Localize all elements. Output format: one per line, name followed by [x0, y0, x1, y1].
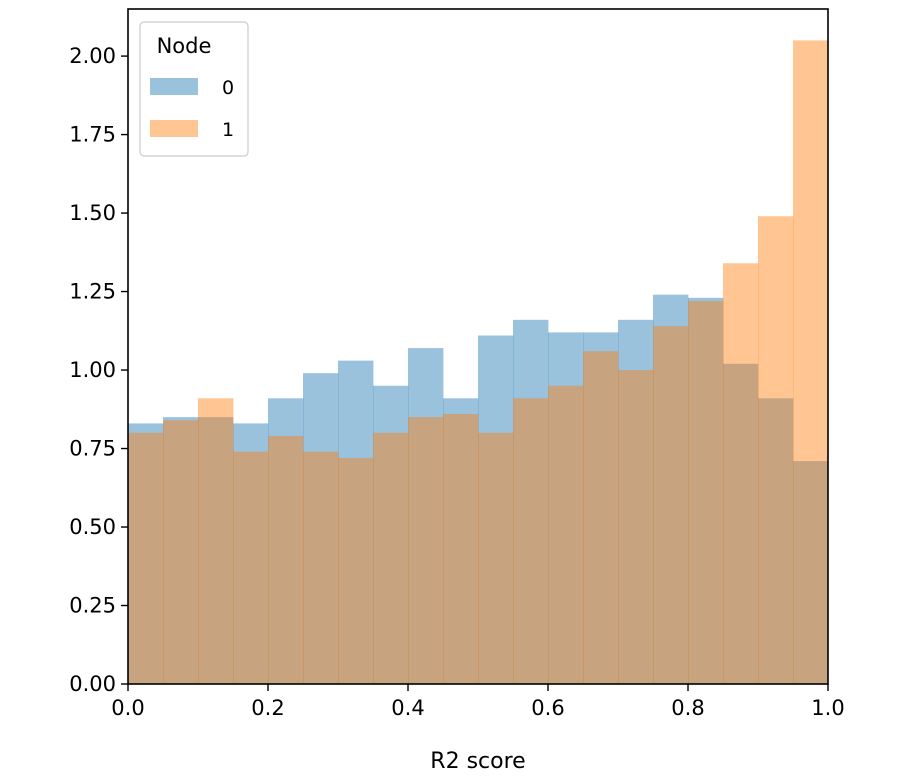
y-tick-label: 0.25	[69, 594, 116, 618]
bar-series-0-bin-0	[128, 423, 164, 684]
y-tick-label: 0.50	[69, 515, 116, 539]
bar-series-1-bin-4	[268, 435, 304, 684]
bar-series-0-bin-3	[233, 423, 269, 684]
bar-series-0-bin-10	[478, 335, 514, 684]
bar-series-0-bin-1	[163, 417, 199, 684]
legend-swatch-1	[150, 120, 198, 137]
bar-series-1-bin-19	[793, 40, 829, 685]
bar-series-0-bin-18	[758, 398, 794, 684]
bar-series-1-bin-6	[338, 457, 374, 684]
bar-series-1-bin-10	[478, 432, 514, 684]
bar-series-1-bin-8	[408, 417, 444, 684]
x-tick-label: 0.8	[671, 696, 704, 720]
x-tick-label: 0.0	[111, 696, 144, 720]
bar-series-1-bin-1	[163, 420, 199, 684]
bar-series-0-bin-6	[338, 360, 374, 684]
y-tick-label: 1.00	[69, 358, 116, 382]
bar-series-1-bin-15	[653, 326, 689, 684]
bar-series-0-bin-4	[268, 398, 304, 684]
legend-label-1: 1	[222, 119, 234, 141]
y-tick-label: 1.25	[69, 280, 116, 304]
bar-series-1-bin-11	[513, 398, 549, 684]
x-axis-label: R2 score	[430, 749, 525, 774]
y-tick-label: 1.50	[69, 201, 116, 225]
x-tick-label: 0.6	[531, 696, 564, 720]
x-tick-label: 0.2	[251, 696, 284, 720]
y-tick-label: 0.75	[69, 437, 116, 461]
y-tick-label: 1.75	[69, 123, 116, 147]
bar-series-1-bin-12	[548, 385, 584, 684]
bar-series-0-bin-16	[688, 297, 724, 684]
bar-series-1-bin-16	[688, 300, 724, 684]
bar-series-0-bin-8	[408, 348, 444, 684]
bar-series-0-bin-13	[583, 332, 619, 684]
bar-series-1-bin-9	[443, 414, 479, 684]
x-tick-label: 1.0	[811, 696, 844, 720]
bar-series-1-bin-5	[303, 451, 339, 684]
legend-title: Node	[157, 34, 212, 58]
legend-label-0: 0	[222, 77, 234, 99]
x-axis: 0.0 0.2 0.4 0.6 0.8 1.0	[111, 684, 845, 720]
bar-series-1-bin-2	[198, 398, 234, 684]
bar-series-1-bin-13	[583, 351, 619, 684]
bar-series-0-bin-5	[303, 373, 339, 684]
bar-series-0-bin-17	[723, 363, 759, 684]
y-axis: 0.00 0.25 0.50 0.75 1.00 1.25 1.50 1.75 2.00	[69, 44, 128, 696]
legend-items: 01	[150, 77, 234, 141]
bar-series-0-bin-15	[653, 294, 689, 684]
bar-series-0-bin-14	[618, 319, 654, 684]
x-tick-label: 0.4	[391, 696, 424, 720]
bar-series-1-bin-0	[128, 432, 164, 684]
bar-series-0-bin-7	[373, 385, 409, 684]
legend: Node 01	[139, 21, 249, 157]
bar-series-0-bin-9	[443, 398, 479, 684]
bar-series-1-bin-7	[373, 432, 409, 684]
bar-series-1-bin-17	[723, 263, 759, 684]
y-tick-label: 2.00	[69, 44, 116, 68]
bar-series-0-bin-12	[548, 332, 584, 684]
legend-box	[139, 21, 249, 157]
bar-series-0-bin-19	[793, 461, 829, 684]
bar-series-0-bin-2	[198, 417, 234, 684]
bars-layer	[128, 40, 829, 685]
y-tick-label: 0.00	[69, 672, 116, 696]
bar-series-1-bin-14	[618, 370, 654, 684]
bar-series-1-bin-18	[758, 216, 794, 685]
plot-frame	[127, 8, 829, 685]
bar-series-1-bin-3	[233, 451, 269, 684]
legend-swatch-0	[150, 78, 198, 95]
bar-series-0-bin-11	[513, 319, 549, 684]
